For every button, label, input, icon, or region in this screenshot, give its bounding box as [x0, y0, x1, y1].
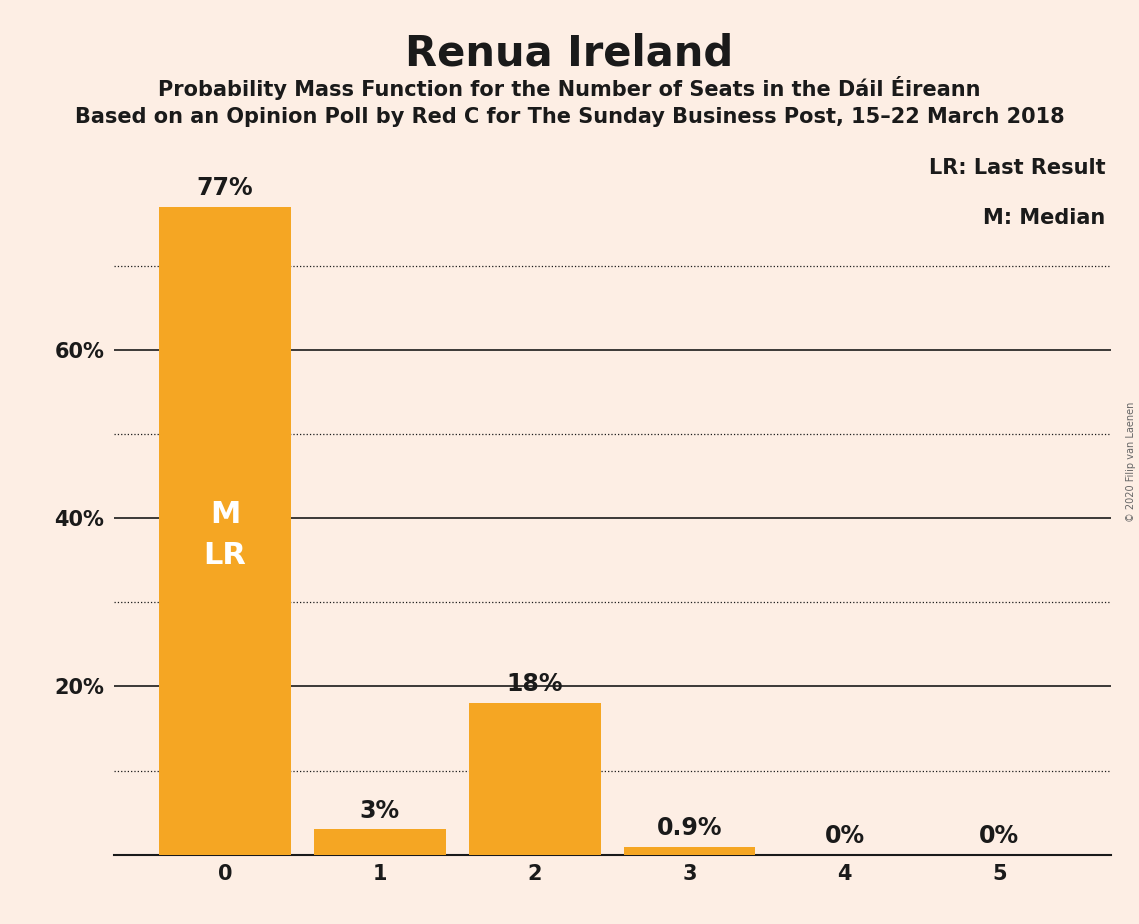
Text: LR: Last Result: LR: Last Result: [929, 158, 1106, 178]
Bar: [159, 207, 290, 855]
Text: Probability Mass Function for the Number of Seats in the Dáil Éireann: Probability Mass Function for the Number…: [158, 76, 981, 100]
Bar: [314, 830, 445, 855]
Bar: [624, 847, 755, 855]
Text: 18%: 18%: [507, 673, 563, 697]
Text: Renua Ireland: Renua Ireland: [405, 32, 734, 74]
Text: 0%: 0%: [825, 824, 865, 848]
Text: 77%: 77%: [197, 176, 253, 200]
Text: Based on an Opinion Poll by Red C for The Sunday Business Post, 15–22 March 2018: Based on an Opinion Poll by Red C for Th…: [75, 107, 1064, 128]
Text: M
LR: M LR: [204, 500, 246, 570]
Bar: [469, 703, 600, 855]
Text: 3%: 3%: [360, 798, 400, 822]
Text: M: Median: M: Median: [983, 208, 1106, 228]
Text: © 2020 Filip van Laenen: © 2020 Filip van Laenen: [1126, 402, 1136, 522]
Text: 0%: 0%: [980, 824, 1019, 848]
Text: 0.9%: 0.9%: [657, 817, 722, 841]
